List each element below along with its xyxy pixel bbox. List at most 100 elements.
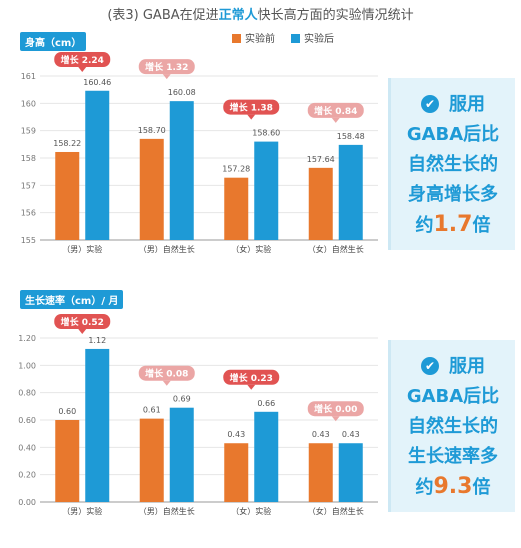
height-data-label: 160.08 (168, 88, 196, 97)
rate-ytick-label: 0.00 (18, 498, 36, 507)
height-bar-after (338, 144, 363, 240)
rate-annotation-pointer (78, 329, 87, 334)
rate-data-label: 0.66 (257, 399, 275, 408)
panel-height-line4: 身高增长多 (408, 184, 498, 205)
legend-item-after: 实验后 (291, 30, 334, 45)
height-data-label: 158.60 (252, 129, 280, 138)
panel-height-line2: GABA后比 (406, 124, 500, 145)
height-annotation-pointer (78, 67, 87, 72)
chart2-ylabel: 生长速率（cm）/ 月 (20, 290, 124, 309)
rate-category-label: （男）自然生长 (139, 506, 195, 516)
rate-bar-before (55, 420, 80, 502)
conclusion-panel-rate: ✔ 服用 GABA后比 自然生长的 生长速率多 约9.3倍 (388, 340, 515, 512)
height-data-label: 157.64 (307, 155, 335, 164)
height-data-label: 158.48 (337, 132, 365, 141)
rate-category-label: （男）实验 (62, 506, 102, 516)
height-annotation-pointer (162, 74, 171, 80)
rate-bar-before (139, 418, 164, 502)
check-icon: ✔ (421, 95, 439, 113)
rate-data-label: 0.60 (58, 407, 76, 416)
rate-data-label: 0.43 (227, 430, 245, 439)
height-ytick-label: 156 (21, 209, 36, 218)
panel-rate-line1: ✔ 服用 (391, 352, 515, 382)
height-ytick-label: 157 (21, 181, 36, 190)
height-data-label: 158.22 (53, 139, 81, 148)
panel-height-line5: 约1.7倍 (415, 212, 491, 237)
height-bar-before (139, 138, 164, 240)
rate-annotation-pointer (331, 416, 340, 422)
rate-annotation-text: 增长 0.52 (61, 316, 104, 328)
panel-rate-line5: 约9.3倍 (415, 474, 491, 499)
rate-category-label: （女）自然生长 (308, 506, 364, 516)
legend: 实验前 实验后 (232, 30, 334, 45)
rate-ytick-label: 1.20 (18, 334, 36, 343)
page-title: (表3) GABA在促进正常人快长高方面的实验情况统计 (0, 4, 521, 23)
conclusion-panel-height: ✔ 服用 GABA后比 自然生长的 身高增长多 约1.7倍 (388, 78, 515, 250)
rate-annotation-text: 增长 0.08 (145, 368, 188, 380)
height-bar-after (254, 141, 279, 240)
legend-swatch-after (291, 34, 300, 43)
rate-annotation-bubble (307, 401, 364, 417)
rate-ytick-label: 0.80 (18, 389, 36, 398)
rate-data-label: 0.61 (143, 406, 161, 415)
height-annotation-bubble (307, 102, 364, 118)
height-annotation-text: 增长 2.24 (61, 54, 104, 66)
legend-swatch-before (232, 34, 241, 43)
chart1-ylabel: 身高（cm） (20, 32, 87, 51)
height-bar-before (224, 177, 249, 240)
rate-bar-before (308, 443, 333, 502)
height-ytick-label: 158 (21, 154, 36, 163)
legend-item-before: 实验前 (232, 30, 275, 45)
height-bar-after (85, 90, 110, 240)
height-category-label: （女）自然生长 (308, 244, 364, 254)
rate-data-label: 0.43 (342, 430, 360, 439)
check-icon: ✔ (421, 357, 439, 375)
height-category-label: （女）实验 (231, 244, 271, 254)
height-ytick-label: 160 (21, 99, 36, 108)
rate-ytick-label: 0.20 (18, 471, 36, 480)
panel-rate-line2: GABA后比 (406, 386, 500, 407)
rate-bar-after (169, 407, 194, 502)
rate-category-label: （女）实验 (231, 506, 271, 516)
height-ytick-label: 159 (21, 127, 36, 136)
rate-annotation-text: 增长 0.23 (230, 372, 273, 384)
height-data-label: 160.46 (83, 78, 111, 87)
title-highlight: 正常人 (218, 8, 258, 23)
panel-rate-number: 9.3 (433, 474, 473, 499)
height-annotation-bubble (138, 59, 195, 75)
rate-data-label: 1.12 (88, 336, 106, 345)
height-bar-before (55, 151, 80, 240)
panel-rate-line3: 自然生长的 (408, 416, 498, 437)
rate-bar-after (85, 348, 110, 502)
title-prefix: (表3) GABA在促进 (107, 8, 219, 23)
rate-annotation-bubble (138, 365, 195, 381)
panel-height-line1: ✔ 服用 (391, 90, 515, 120)
height-ytick-label: 161 (21, 72, 36, 81)
panel-height-line3: 自然生长的 (408, 154, 498, 175)
height-annotation-text: 增长 0.84 (314, 105, 357, 117)
rate-annotation-text: 增长 0.00 (314, 403, 357, 415)
panel-rate-line4: 生长速率多 (408, 446, 498, 467)
rate-annotation-bubble (223, 369, 280, 385)
rate-bar-after (338, 443, 363, 502)
height-annotation-pointer (247, 114, 256, 120)
rate-ytick-label: 1.00 (18, 361, 36, 370)
rate-annotation-pointer (162, 380, 171, 386)
panel-height-number: 1.7 (433, 212, 473, 237)
height-ytick-label: 155 (21, 236, 36, 245)
height-annotation-text: 增长 1.32 (145, 61, 188, 73)
height-data-label: 157.28 (222, 165, 250, 174)
height-bar-after (169, 101, 194, 240)
legend-label-after: 实验后 (304, 34, 334, 45)
rate-ytick-label: 0.60 (18, 416, 36, 425)
height-category-label: （男）自然生长 (139, 244, 195, 254)
legend-label-before: 实验前 (245, 34, 275, 45)
rate-data-label: 0.69 (173, 395, 191, 404)
height-annotation-bubble (223, 99, 280, 115)
height-annotation-pointer (331, 117, 340, 123)
height-bar-before (308, 167, 333, 240)
rate-bar-after (254, 411, 279, 502)
rate-annotation-pointer (247, 384, 256, 390)
title-suffix: 快长高方面的实验情况统计 (257, 8, 414, 23)
